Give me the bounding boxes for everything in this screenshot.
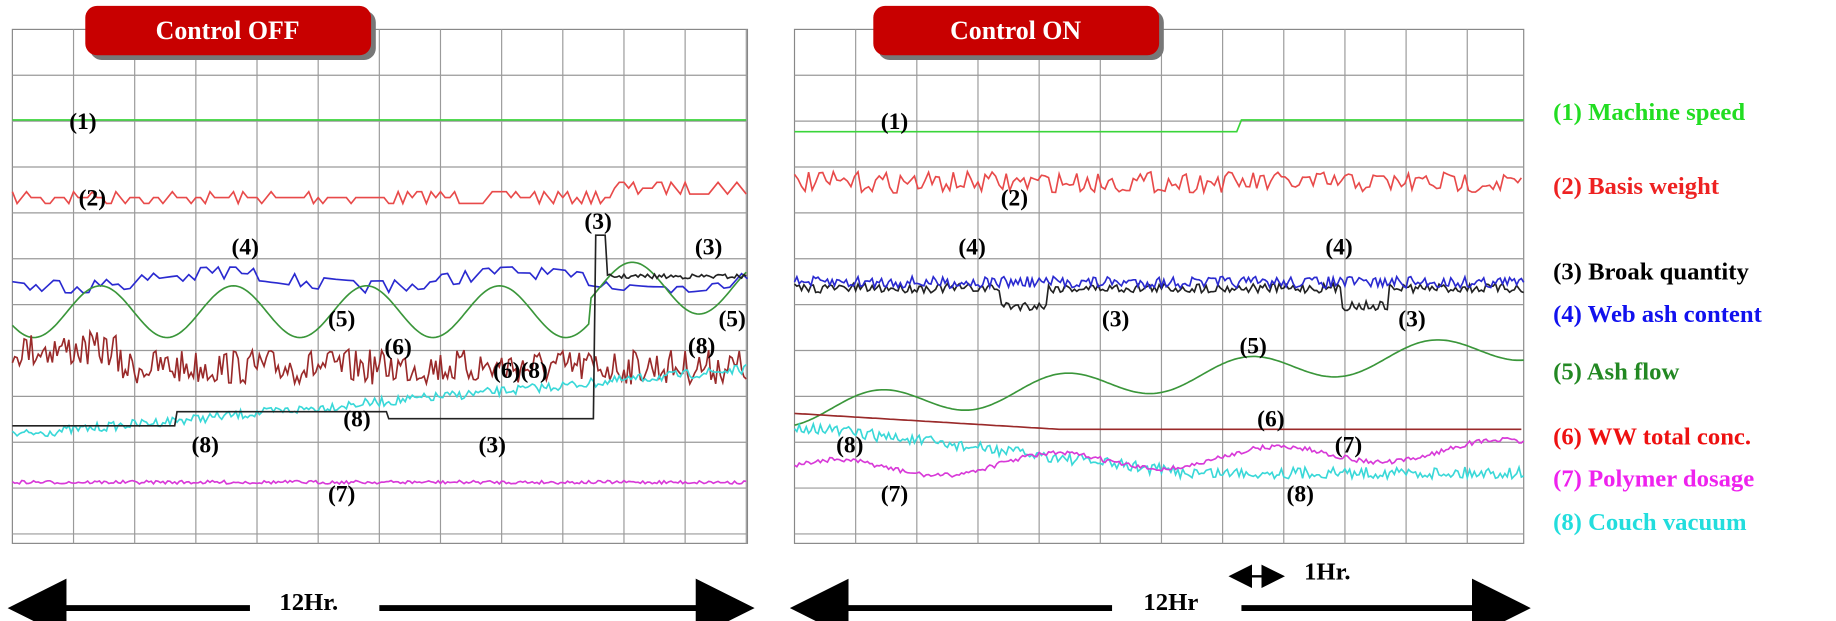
- annotation: (6): [384, 335, 411, 361]
- legend-entry: (7) Polymer dosage: [1553, 466, 1754, 493]
- duration-label: 12Hr: [1143, 589, 1198, 616]
- annotation: (3): [1102, 306, 1129, 332]
- legend-entry: (8) Couch vacuum: [1553, 509, 1747, 536]
- annotation: (5): [328, 306, 355, 332]
- annotation: (4): [958, 235, 985, 261]
- annotation: (7): [881, 482, 908, 508]
- annotation: (7): [328, 482, 355, 508]
- legend-entry: (1) Machine speed: [1553, 99, 1745, 126]
- annotation: (6): [1257, 406, 1284, 432]
- annotation: (3): [695, 235, 722, 261]
- annotation: (8): [1287, 482, 1314, 508]
- panel-title: Control ON: [950, 16, 1081, 45]
- annotation: (2): [79, 185, 106, 211]
- annotation: (2): [1001, 185, 1028, 211]
- annotation: (8): [192, 432, 219, 458]
- panels: (1)(2)(4)(3)(3)(5)(5)(6)(8)(6)(8)(8)(3)(…: [12, 6, 1523, 616]
- figure: (1)(2)(4)(3)(3)(5)(5)(6)(8)(6)(8)(8)(3)(…: [0, 0, 1836, 621]
- panel: (1)(2)(4)(3)(3)(5)(5)(6)(8)(6)(8)(8)(3)(…: [12, 6, 747, 616]
- legend-entry: (2) Basis weight: [1553, 173, 1720, 200]
- annotation: (1): [69, 109, 96, 135]
- annotation: (8): [836, 432, 863, 458]
- annotation: (6)(8): [493, 358, 548, 384]
- legend: (1) Machine speed (2) Basis weight (3) Bro…: [1553, 99, 1762, 536]
- legend-entry: (4) Web ash content: [1553, 301, 1762, 328]
- annotation: (8): [343, 406, 370, 432]
- page: (1)(2)(4)(3)(3)(5)(5)(6)(8)(6)(8)(8)(3)(…: [0, 0, 1836, 621]
- annotation: (5): [718, 306, 745, 332]
- duration-label: 12Hr.: [279, 589, 338, 616]
- panel-title: Control OFF: [156, 16, 300, 45]
- annotation: (3): [1398, 306, 1425, 332]
- annotation: (4): [232, 235, 259, 261]
- legend-entry: (5) Ash flow: [1553, 359, 1679, 386]
- panel: (1) (2) (4) (4) (3) (3) (5) (6) (7) (8) (7) (8) Cont…: [795, 6, 1524, 616]
- legend-entry: (3) Broak quantity: [1553, 259, 1749, 286]
- annotation: (1): [881, 109, 908, 135]
- annotation: (5): [1239, 334, 1266, 360]
- hour-label: 1Hr.: [1304, 559, 1350, 586]
- legend-entry: (6) WW total conc.: [1553, 423, 1751, 450]
- annotation: (8): [688, 334, 715, 360]
- annotation: (7): [1335, 432, 1362, 458]
- annotation: (3): [584, 209, 611, 235]
- annotation: (4): [1325, 235, 1352, 261]
- annotation: (3): [479, 432, 506, 458]
